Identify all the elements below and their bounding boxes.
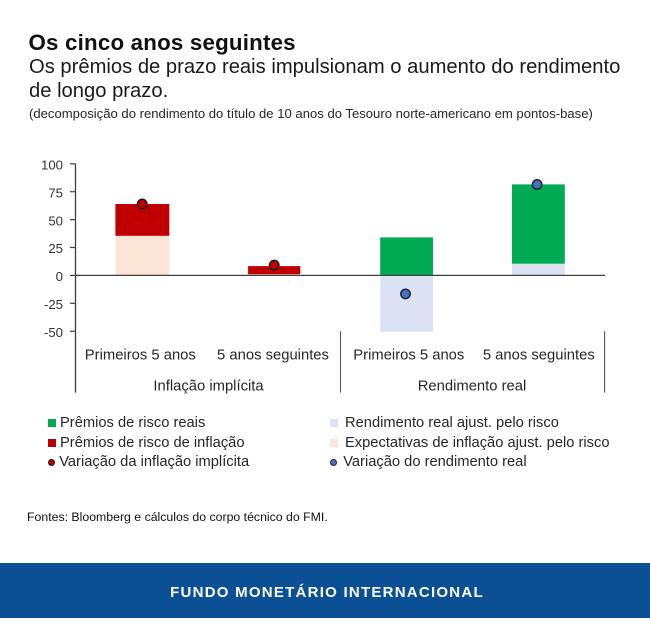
svg-text:25: 25 (48, 241, 63, 256)
svg-text:Rendimento real: Rendimento real (418, 379, 527, 395)
svg-text:Primeiros 5 anos: Primeiros 5 anos (85, 348, 196, 364)
svg-text:-25: -25 (44, 297, 63, 312)
svg-text:50: 50 (48, 213, 63, 228)
svg-text:Primeiros 5 anos: Primeiros 5 anos (353, 348, 464, 364)
svg-text:0: 0 (56, 269, 63, 284)
svg-text:5 anos seguintes: 5 anos seguintes (217, 348, 329, 364)
svg-text:75: 75 (48, 185, 63, 200)
svg-text:5 anos seguintes: 5 anos seguintes (483, 348, 595, 364)
svg-text:100: 100 (41, 158, 63, 173)
svg-text:Inflação implícita: Inflação implícita (153, 379, 264, 395)
svg-text:-50: -50 (44, 325, 63, 340)
